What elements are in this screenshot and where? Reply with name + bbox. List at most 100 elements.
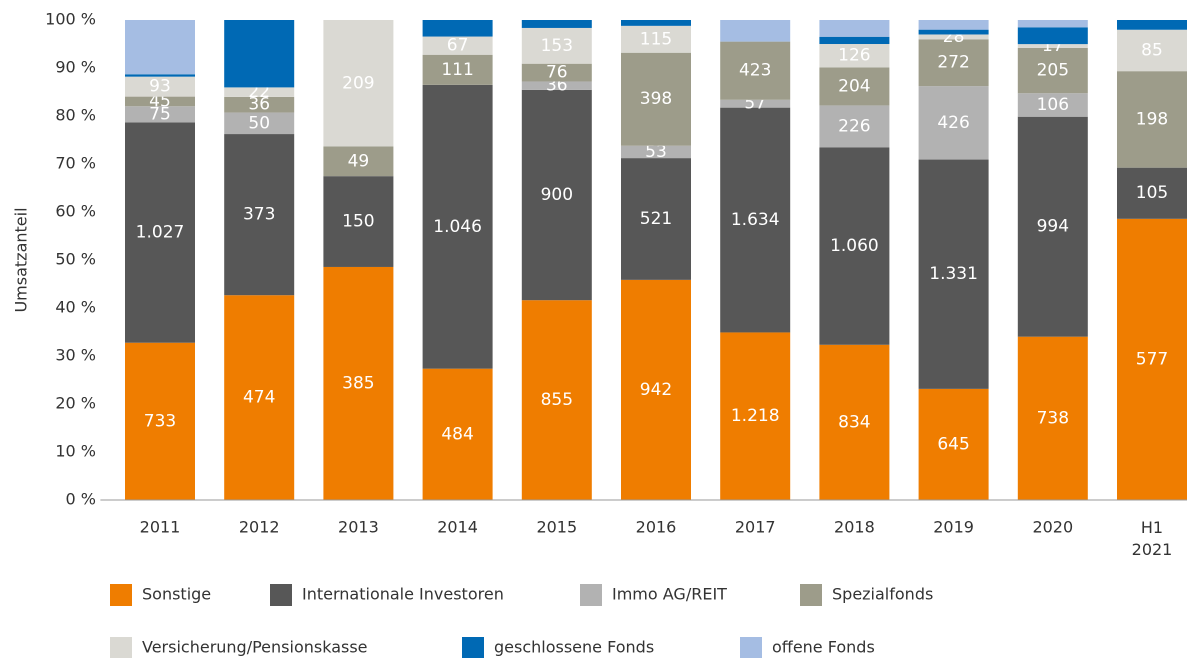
bar-segment — [720, 99, 791, 108]
legend-item: offene Fonds — [740, 637, 875, 658]
data-label: 115 — [640, 29, 672, 49]
y-tick-label: 80 % — [55, 106, 96, 125]
data-label: 49 — [348, 151, 370, 171]
bar-segment — [125, 106, 195, 123]
data-label: 900 — [541, 185, 573, 205]
bar-segment — [1017, 47, 1088, 94]
legend-item: Versicherung/Pensionskasse — [110, 637, 368, 658]
data-label: 50 — [248, 113, 270, 133]
data-label: 106 — [1037, 95, 1069, 115]
y-axis-label: Umsatzanteil — [12, 207, 31, 312]
bar-segment — [422, 54, 493, 85]
data-label: 1.060 — [830, 236, 879, 256]
bar-segment — [1117, 167, 1187, 219]
bar-segment — [621, 279, 691, 500]
bar-segment — [521, 27, 592, 64]
bar-segment — [819, 36, 890, 45]
data-label: 93 — [149, 77, 171, 97]
bar-segment — [422, 36, 493, 55]
x-tick-label: 2013 — [338, 518, 379, 537]
bar-segment — [224, 112, 295, 135]
bar-segment — [125, 96, 195, 107]
bar-segment — [323, 176, 394, 267]
bar-segment — [224, 134, 295, 296]
data-label: 75 — [149, 104, 171, 124]
legend-swatch — [800, 584, 822, 606]
data-label: 1.331 — [929, 264, 978, 284]
bar-segment — [1117, 20, 1187, 30]
bar-segment — [1117, 71, 1187, 168]
legend-item: Spezialfonds — [800, 584, 933, 606]
data-label: 1.218 — [731, 406, 780, 426]
bar-segment — [918, 20, 989, 30]
legend-swatch — [270, 584, 292, 606]
bar-segment — [819, 105, 890, 148]
data-label: 484 — [441, 424, 473, 444]
bar-segment — [621, 52, 691, 146]
y-tick-label: 10 % — [55, 442, 96, 461]
x-tick-label: 2012 — [239, 518, 280, 537]
bar-segment — [125, 74, 195, 77]
bar-segment — [621, 20, 691, 26]
data-label: 67 — [447, 36, 469, 56]
legend-label: Internationale Investoren — [302, 585, 504, 604]
legend-label: Sonstige — [142, 585, 211, 604]
legend-item: Immo AG/REIT — [580, 584, 727, 606]
data-label: 204 — [838, 76, 870, 96]
data-label: 153 — [541, 36, 573, 56]
bar-segment — [819, 44, 890, 68]
bar-segment — [422, 84, 493, 369]
data-label: 423 — [739, 61, 771, 81]
bar-segment — [125, 122, 195, 343]
y-tick-label: 20 % — [55, 394, 96, 413]
legend-item: Internationale Investoren — [270, 584, 504, 606]
data-label: 205 — [1037, 61, 1069, 81]
bar-segment — [621, 25, 691, 53]
x-tick-label: 2018 — [834, 518, 875, 537]
data-label: 209 — [342, 73, 374, 93]
bar-segment — [918, 86, 989, 160]
bar-segment — [720, 41, 791, 100]
data-label: 474 — [243, 388, 275, 408]
bar-segment — [422, 368, 493, 500]
data-label: 738 — [1037, 408, 1069, 428]
data-label: 1.046 — [433, 217, 482, 237]
bar-segment — [621, 145, 691, 159]
bar-segment — [918, 388, 989, 500]
data-label: 105 — [1136, 183, 1168, 203]
bar-segment — [1017, 20, 1088, 28]
bar-segment — [819, 147, 890, 345]
y-tick-label: 40 % — [55, 298, 96, 317]
bar-segment — [819, 67, 890, 106]
bar-segment — [224, 87, 295, 97]
data-label: 76 — [546, 63, 568, 83]
data-label: 521 — [640, 209, 672, 229]
bar-segment — [125, 342, 195, 500]
data-label: 226 — [838, 116, 870, 136]
data-label: 85 — [1141, 40, 1163, 60]
x-tick-label: 2017 — [735, 518, 776, 537]
legend-label: Immo AG/REIT — [612, 585, 727, 604]
bar-segment — [323, 146, 394, 177]
x-tick-label: 2011 — [140, 518, 181, 537]
data-label: 126 — [838, 46, 870, 66]
data-label: 1.027 — [136, 223, 185, 243]
y-tick-label: 0 % — [66, 490, 96, 509]
bar-segment — [819, 344, 890, 500]
x-tick-label: 2019 — [933, 518, 974, 537]
y-tick-label: 30 % — [55, 346, 96, 365]
legend-label: geschlossene Fonds — [494, 638, 654, 657]
y-tick-label: 60 % — [55, 202, 96, 221]
y-tick-label: 100 % — [45, 10, 96, 29]
x-tick-label: 2020 — [1032, 518, 1073, 537]
x-tick-label: H1 2021 — [1132, 518, 1173, 559]
data-label: 1.634 — [731, 210, 780, 230]
legend-swatch — [740, 637, 762, 658]
data-label: 272 — [937, 53, 969, 73]
x-tick-label: 2015 — [536, 518, 577, 537]
bar-segment — [125, 20, 195, 75]
bar-segment — [621, 158, 691, 280]
bar-segment — [323, 20, 394, 147]
bar-segment — [521, 89, 592, 301]
data-label: 733 — [144, 411, 176, 431]
